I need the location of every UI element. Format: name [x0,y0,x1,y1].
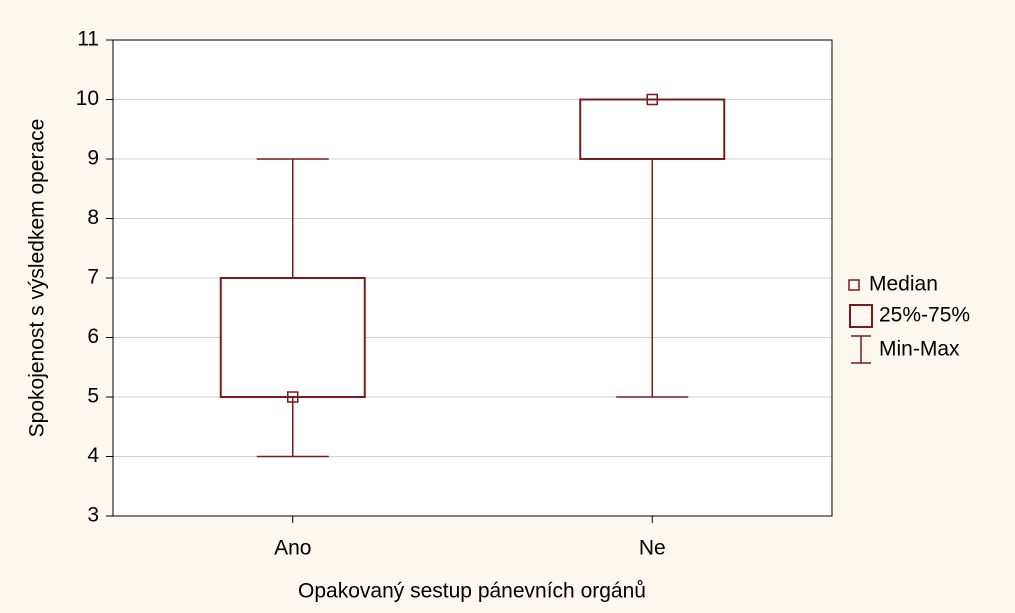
plot-frame [112,39,833,517]
legend-label: Min-Max [879,338,960,361]
y-tick-label: 6 [87,325,99,348]
legend-median-icon [848,279,860,291]
y-tick-label: 5 [87,385,99,408]
y-tick-label: 4 [87,444,99,467]
x-tick-label: Ano [274,537,311,560]
median-marker [287,391,299,403]
median-marker [646,93,658,106]
y-tick-label: 3 [87,504,99,527]
legend-label: Median [869,273,938,296]
y-tick-label: 10 [76,87,99,110]
legend-box-icon [849,304,873,328]
y-tick-label: 9 [87,147,99,170]
y-tick-label: 11 [77,28,99,51]
y-tick-label: 7 [87,266,99,289]
box [219,277,366,398]
x-axis-label: Opakovaný sestup pánevních orgánů [298,580,646,603]
y-axis-label: Spokojenost s výsledkem operace [26,119,49,438]
box [579,98,726,160]
y-tick-label: 8 [87,206,99,229]
legend-label: 25%-75% [879,304,970,327]
x-tick-label: Ne [639,537,666,560]
